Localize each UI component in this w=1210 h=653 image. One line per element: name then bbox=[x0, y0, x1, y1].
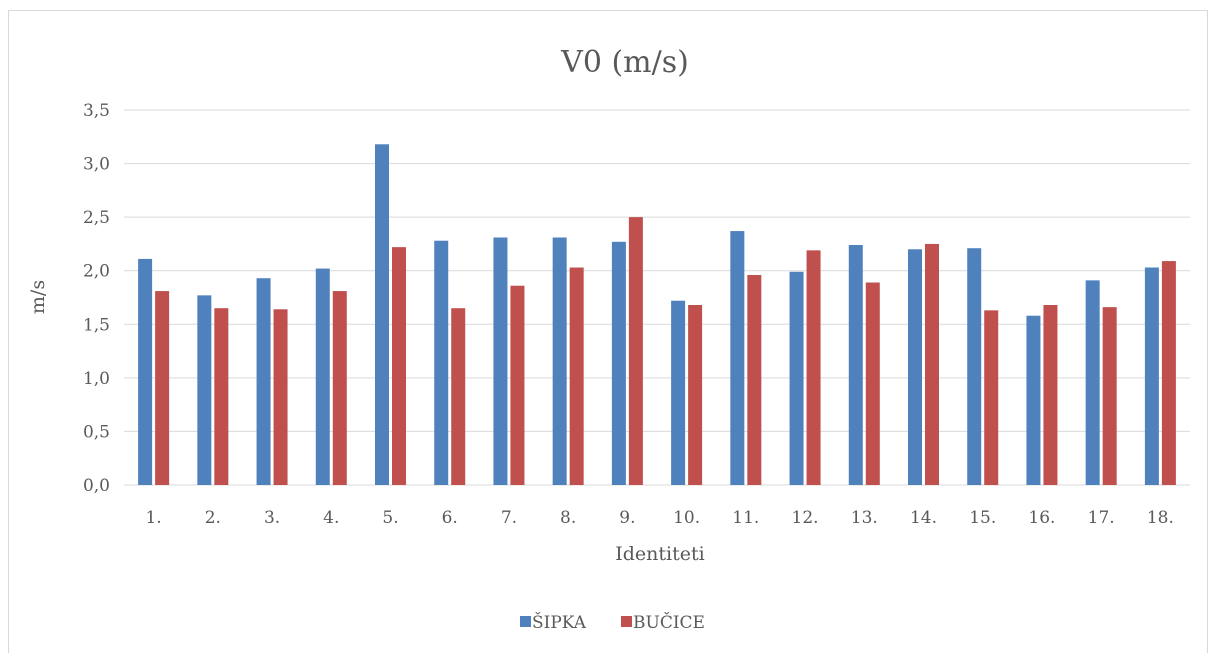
y-tick-label: 1,0 bbox=[83, 369, 110, 389]
bar-sipka bbox=[730, 231, 745, 485]
x-tick-label: 10. bbox=[673, 508, 700, 528]
bar-bucice bbox=[1102, 307, 1117, 485]
bar-sipka bbox=[138, 258, 153, 485]
bar-bucice bbox=[155, 291, 170, 485]
chart-title: V0 (m/s) bbox=[560, 45, 689, 80]
bar-sipka bbox=[908, 249, 922, 485]
x-tick-label: 12. bbox=[792, 508, 819, 528]
x-tick-label: 6. bbox=[442, 508, 458, 528]
bar-sipka bbox=[493, 237, 508, 485]
x-tick-label: 11. bbox=[732, 508, 759, 528]
x-tick-label: 18. bbox=[1147, 508, 1174, 528]
x-tick-label: 15. bbox=[969, 508, 996, 528]
bar-sipka bbox=[315, 268, 330, 485]
bar-bucice bbox=[865, 282, 880, 485]
x-tick-label: 4. bbox=[323, 508, 339, 528]
legend-label-sipka: ŠIPKA bbox=[532, 612, 587, 633]
x-tick-label: 14. bbox=[910, 508, 937, 528]
bar-sipka bbox=[848, 245, 863, 485]
bar-bucice bbox=[747, 275, 762, 485]
y-tick-label: 2,5 bbox=[83, 208, 110, 228]
bar-sipka bbox=[256, 278, 271, 485]
bar-bucice bbox=[332, 291, 347, 485]
x-tick-label: 9. bbox=[619, 508, 635, 528]
x-axis-title: Identiteti bbox=[615, 543, 704, 565]
bar-sipka bbox=[1026, 315, 1041, 485]
y-tick-label: 3,5 bbox=[83, 101, 110, 121]
bar-bucice bbox=[688, 305, 703, 485]
x-tick-label: 3. bbox=[264, 508, 280, 528]
y-tick-label: 2,0 bbox=[83, 262, 110, 282]
bar-sipka bbox=[375, 144, 389, 486]
x-tick-label: 17. bbox=[1088, 508, 1115, 528]
bar-sipka bbox=[671, 300, 686, 485]
bar-sipka bbox=[611, 241, 626, 485]
bar-sipka bbox=[789, 271, 804, 485]
bar-sipka bbox=[552, 237, 567, 485]
bar-bucice bbox=[1161, 261, 1176, 485]
chart-frame bbox=[8, 10, 1208, 653]
y-tick-label: 1,5 bbox=[83, 315, 110, 335]
x-tick-label: 8. bbox=[560, 508, 576, 528]
bar-bucice bbox=[214, 308, 229, 485]
x-tick-label: 13. bbox=[851, 508, 878, 528]
bar-sipka bbox=[1085, 280, 1100, 485]
bar-bucice bbox=[984, 310, 999, 485]
legend-swatch-sipka bbox=[520, 616, 531, 627]
bar-bucice bbox=[273, 309, 288, 485]
x-tick-label: 7. bbox=[501, 508, 517, 528]
y-tick-label: 0,5 bbox=[83, 422, 110, 442]
x-tick-label: 1. bbox=[145, 508, 161, 528]
bar-bucice bbox=[628, 217, 643, 485]
x-tick-label: 5. bbox=[382, 508, 398, 528]
x-tick-label: 2. bbox=[205, 508, 221, 528]
bar-bucice bbox=[451, 308, 466, 485]
y-tick-label: 3,0 bbox=[83, 155, 110, 175]
legend-label-bucice: BUČICE bbox=[633, 612, 705, 633]
bar-sipka bbox=[1144, 267, 1159, 485]
bar-sipka bbox=[967, 248, 982, 485]
bar-bucice bbox=[806, 250, 821, 485]
y-tick-label: 0,0 bbox=[83, 476, 110, 496]
bar-bucice bbox=[1043, 305, 1058, 485]
bar-bucice bbox=[510, 285, 525, 485]
bar-sipka bbox=[434, 240, 449, 485]
bar-bucice bbox=[569, 267, 584, 485]
bar-sipka bbox=[197, 295, 212, 485]
bar-bucice bbox=[392, 247, 406, 485]
y-axis-title: m/s bbox=[27, 280, 49, 314]
bar-bucice bbox=[925, 243, 939, 485]
x-tick-label: 16. bbox=[1028, 508, 1055, 528]
legend-swatch-bucice bbox=[621, 616, 632, 627]
